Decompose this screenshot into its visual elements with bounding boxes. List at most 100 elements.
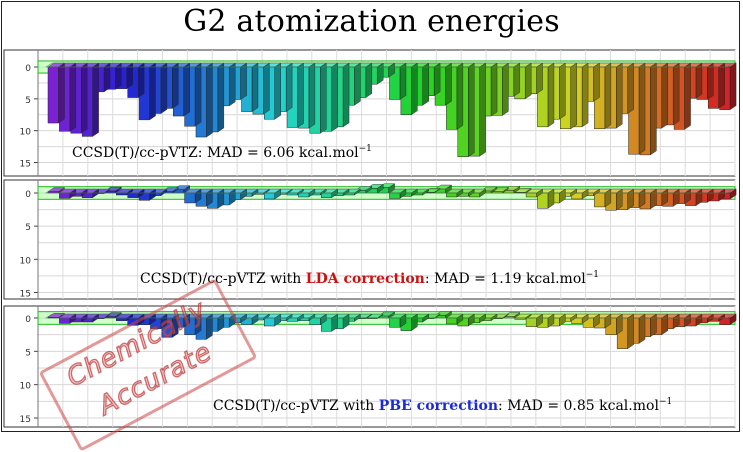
bar-front <box>59 317 71 324</box>
panel-caption-2: CCSD(T)/cc-pVTZ with LDA correction: MAD… <box>140 270 599 287</box>
bar-side <box>149 62 156 121</box>
bar-side <box>524 62 532 100</box>
bar-front <box>594 192 606 208</box>
caption-text: CCSD(T)/cc-pVTZ with <box>140 271 306 287</box>
caption-superscript: −1 <box>659 397 672 407</box>
bar-side <box>638 62 646 155</box>
bar-side <box>604 62 612 130</box>
y-tick-label: 15 <box>20 290 31 300</box>
y-tick-label: 10 <box>20 128 32 138</box>
bar-side <box>297 62 304 128</box>
bar-side <box>570 62 577 130</box>
bar-front <box>389 192 401 199</box>
bar-side <box>194 62 202 127</box>
bar-side <box>456 62 464 130</box>
bar-side <box>627 313 634 350</box>
zero-baseline <box>45 313 734 319</box>
bar <box>195 188 214 207</box>
y-tick-label: 5 <box>25 348 31 358</box>
bar-front <box>320 192 332 198</box>
bar-side <box>502 62 509 116</box>
bar-side <box>263 62 270 115</box>
bar-side <box>707 62 714 100</box>
bar <box>525 313 544 328</box>
y-tick-label: 10 <box>20 256 32 266</box>
bar-side <box>559 62 566 120</box>
y-tick-label: 0 <box>25 64 31 74</box>
figure-title: G2 atomization energies <box>183 4 560 39</box>
zero-baseline <box>45 188 734 194</box>
caption-text: CCSD(T)/cc-pVTZ with <box>213 398 379 414</box>
bar-front <box>264 192 276 200</box>
bar <box>616 313 635 350</box>
caption-highlight: PBE correction <box>379 398 498 414</box>
bar-side <box>616 62 623 129</box>
bar-front <box>264 317 276 327</box>
bar-side <box>729 62 737 111</box>
chart-panel-1: 0 5 10 15 CCSD(T)/cc-pVTZ: MAD = 6.06 kcal.m… <box>3 49 737 177</box>
bar-side <box>160 62 168 114</box>
caption-superscript: −1 <box>586 270 599 280</box>
bar-side <box>593 62 600 102</box>
bar-side <box>399 62 407 100</box>
bar-side <box>490 62 498 117</box>
bar-side <box>137 62 145 98</box>
bar-side <box>536 62 543 95</box>
bar-front <box>525 317 537 327</box>
chart-panel-2: 0 5 10 15 CCSD(T)/cc-pVTZ with LDA correctio… <box>3 179 737 300</box>
bar-side <box>331 62 338 132</box>
bar-side <box>206 62 213 138</box>
bar-side <box>81 62 88 134</box>
bar-side <box>650 62 657 156</box>
bar-side <box>103 62 111 93</box>
bar <box>47 62 66 124</box>
bar-side <box>217 62 225 133</box>
bar-side <box>285 62 293 112</box>
panel-caption-3: CCSD(T)/cc-pVTZ with PBE correction: MAD… <box>213 397 672 414</box>
y-tick-label: 15 <box>20 160 31 170</box>
bar-side <box>672 62 680 126</box>
bar-side <box>422 62 429 106</box>
y-tick-label: 0 <box>25 315 31 325</box>
bar-side <box>468 62 475 158</box>
bar-front <box>298 192 310 198</box>
y-tick-label: 5 <box>25 96 31 106</box>
bar-side <box>354 62 361 106</box>
panel-caption-1: CCSD(T)/cc-pVTZ: MAD = 6.06 kcal.mol−1 <box>72 144 372 161</box>
zero-baseline <box>45 62 734 68</box>
y-tick-label: 10 <box>20 382 32 392</box>
bar-front <box>389 317 401 328</box>
bar-side <box>172 62 179 109</box>
caption-highlight: LDA correction <box>306 271 425 287</box>
bar-front <box>446 317 458 325</box>
bar-side <box>240 62 247 100</box>
bar-side <box>684 62 691 130</box>
caption-superscript: −1 <box>359 144 372 154</box>
bar-side <box>445 62 452 106</box>
bar-side <box>513 62 521 97</box>
bar-side <box>661 62 668 129</box>
bar-side <box>627 62 634 114</box>
bar-front <box>184 192 196 204</box>
bar-side <box>433 62 441 97</box>
bar-side <box>365 62 373 98</box>
bar-side <box>274 62 281 120</box>
bar-side <box>695 62 703 99</box>
bar-side <box>342 62 350 128</box>
bar-side <box>308 62 316 129</box>
bar-side <box>229 62 236 107</box>
bar-side <box>638 313 646 344</box>
bar <box>627 62 646 155</box>
bar <box>183 188 202 204</box>
bar-front <box>59 192 71 199</box>
caption-text: CCSD(T)/cc-pVTZ: MAD = 6.06 kcal.mol <box>72 145 359 161</box>
y-tick-label: 0 <box>25 190 31 200</box>
caption-text-post: : MAD = 1.19 kcal.mol <box>425 271 586 287</box>
bar-side <box>581 62 589 128</box>
bar-front <box>47 66 59 124</box>
bar-front <box>116 317 128 321</box>
caption-text-post: : MAD = 0.85 kcal.mol <box>498 398 659 414</box>
bar-front <box>525 192 537 198</box>
bar-side <box>58 62 65 124</box>
chart-panel-3: 0 5 10 15 CCSD(T)/cc-pVTZ with PBE correctio… <box>3 305 737 428</box>
